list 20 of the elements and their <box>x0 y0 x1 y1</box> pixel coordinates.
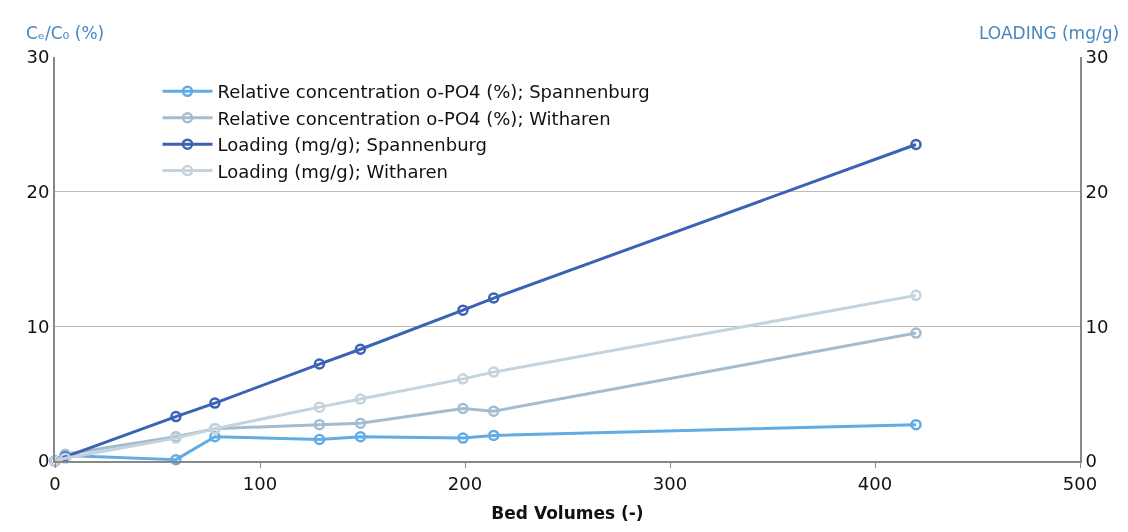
legend-label: Loading (mg/g); Spannenburg <box>217 134 488 156</box>
y-axis-title: Cₑ/C₀ (%) <box>26 23 105 43</box>
x-axis-title: Bed Volumes (-) <box>491 503 644 524</box>
x-tick-label: 300 <box>652 472 688 494</box>
y2-tick-label: 20 <box>1085 180 1109 202</box>
x-tick-label: 500 <box>1062 472 1098 494</box>
y-tick-label: 0 <box>37 450 50 472</box>
y2-axis-title: LOADING (mg/g) <box>979 23 1120 43</box>
y2-tick-label: 30 <box>1085 46 1109 68</box>
legend-label: Relative concentration o-PO4 (%); Spannenburg <box>217 81 650 103</box>
legend-label: Loading (mg/g); Witharen <box>217 160 448 182</box>
y-tick-label: 20 <box>26 180 50 202</box>
x-tick-label: 400 <box>857 472 893 494</box>
legend-label: Relative concentration o-PO4 (%); Witharen <box>217 107 611 129</box>
x-tick-label: 200 <box>447 472 483 494</box>
y2-tick-label: 0 <box>1085 450 1098 472</box>
y2-tick-label: 10 <box>1085 315 1109 337</box>
x-tick-label: 100 <box>242 472 278 494</box>
y-tick-label: 10 <box>26 315 50 337</box>
y-tick-label: 30 <box>26 46 50 68</box>
